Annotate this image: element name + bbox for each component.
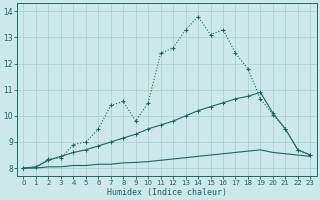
X-axis label: Humidex (Indice chaleur): Humidex (Indice chaleur) (107, 188, 227, 197)
